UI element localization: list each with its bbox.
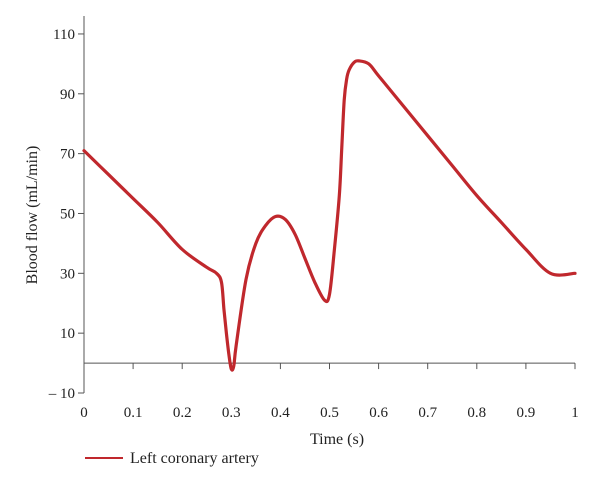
x-tick-label: 0.7	[418, 405, 437, 421]
x-axis: 0 0.1 0.2 0.3 0.4 0.5 0.6 0.7 0.8 0.9 1	[80, 362, 579, 421]
legend: Left coronary artery	[85, 450, 259, 467]
y-tick-label: 30	[60, 266, 75, 282]
y-tick-label: 110	[53, 27, 75, 43]
plot-area	[82, 59, 577, 372]
x-tick-label: 1	[571, 405, 579, 421]
x-tick-label: 0.1	[124, 405, 143, 421]
y-tick-label: 50	[60, 206, 75, 222]
legend-label: Left coronary artery	[130, 450, 259, 467]
x-tick-label: 0	[80, 405, 88, 421]
x-tick-label: 0.5	[320, 405, 339, 421]
y-axis-label: Blood flow (mL/min)	[24, 146, 41, 285]
y-tick-label: – 10	[48, 386, 75, 402]
x-tick-label: 0.8	[467, 405, 486, 421]
y-tick-label: 90	[60, 87, 75, 103]
y-tick-label: 70	[60, 147, 75, 163]
x-axis-label: Time (s)	[310, 431, 364, 448]
y-tick-label: 10	[60, 326, 75, 342]
x-tick-label: 0.6	[369, 405, 388, 421]
x-tick-label: 0.3	[222, 405, 241, 421]
x-tick-label: 0.2	[173, 405, 192, 421]
series-line	[82, 59, 577, 372]
x-tick-label: 0.4	[271, 405, 290, 421]
x-tick-label: 0.9	[517, 405, 536, 421]
y-axis: – 10 10 30 50 70 90 110	[48, 16, 85, 402]
